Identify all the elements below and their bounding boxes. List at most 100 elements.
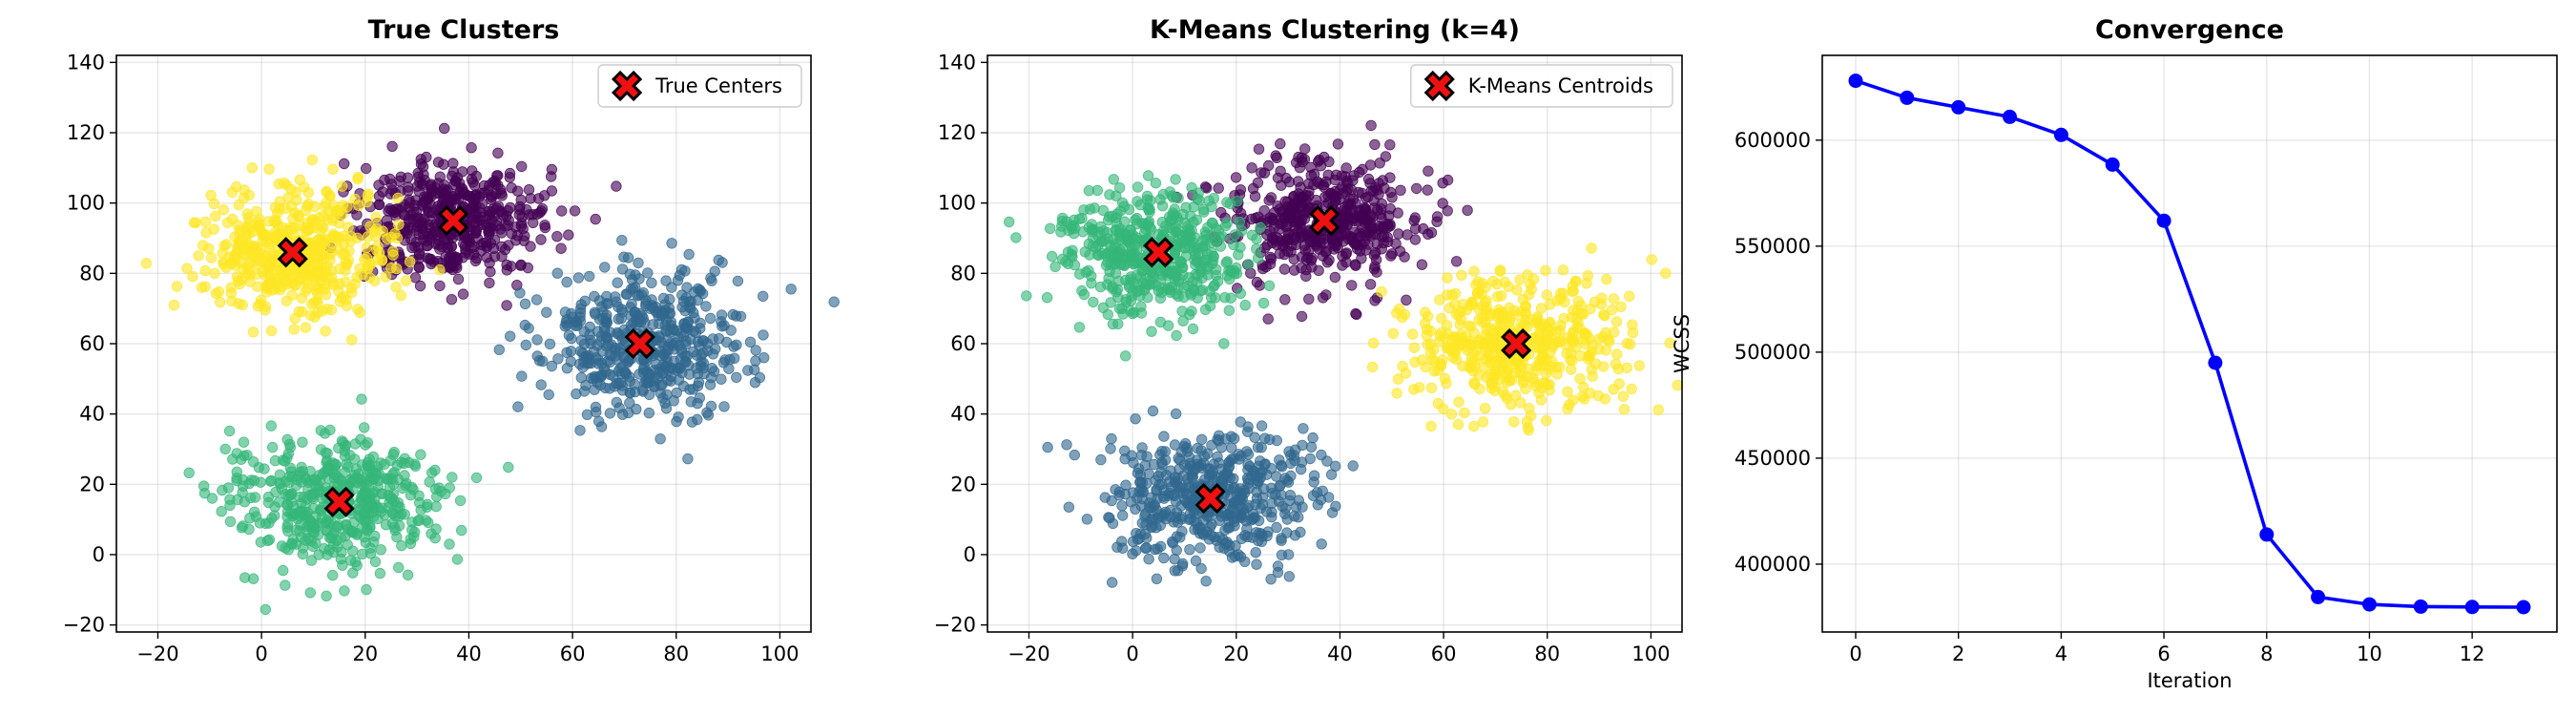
scatter-point [1197, 457, 1210, 470]
plot-frame [1821, 54, 2558, 633]
center-marker [1501, 327, 1532, 360]
wcss-point [2053, 127, 2068, 142]
y-tick-label: −20 [934, 614, 976, 637]
scatter-point [402, 569, 414, 581]
scatter-point [1455, 314, 1467, 326]
scatter-point [606, 349, 617, 362]
scatter-point [344, 450, 356, 461]
scatter-point [297, 436, 308, 448]
scatter-point [1378, 222, 1389, 234]
scatter-point [248, 474, 260, 487]
scatter-point [628, 283, 639, 294]
scatter-point [1173, 453, 1184, 464]
scatter-point [1519, 301, 1531, 312]
scatter-point [431, 491, 443, 502]
scatter-point [758, 352, 770, 364]
scatter-point [1258, 204, 1270, 217]
scatter-point [1235, 242, 1246, 253]
scatter-point [1504, 302, 1515, 314]
scatter-point [1221, 197, 1233, 208]
scatter-point [1542, 379, 1553, 390]
scatter-point [1330, 500, 1341, 513]
y-tick-label: 40 [79, 403, 105, 426]
scatter-point [1340, 257, 1352, 268]
scatter-point [1152, 543, 1164, 555]
scatter-point [188, 217, 200, 228]
scatter-point [654, 433, 666, 445]
scatter-point [1577, 381, 1589, 393]
scatter-point [489, 178, 502, 190]
scatter-point [424, 476, 435, 488]
scatter-point [504, 172, 516, 183]
scatter-point [480, 220, 492, 231]
x-tick-label: 0 [255, 642, 267, 665]
scatter-point [543, 389, 554, 401]
scatter-point [337, 180, 348, 192]
scatter-point [327, 277, 339, 288]
x-tick-label: −20 [136, 642, 178, 665]
scatter-point [1086, 278, 1097, 289]
scatter-point [231, 448, 242, 459]
scatter-point [1044, 222, 1056, 235]
scatter-point [325, 304, 338, 316]
scatter-point [1228, 432, 1240, 445]
scatter-point [1595, 298, 1608, 310]
scatter-point [1170, 174, 1181, 185]
scatter-point [575, 334, 588, 347]
scatter-point [1265, 482, 1278, 495]
center-marker [624, 327, 655, 360]
scatter-point [492, 200, 505, 212]
scatter-point [330, 470, 342, 481]
scatter-point [1587, 370, 1598, 382]
scatter-point [590, 401, 602, 413]
scatter-point [290, 524, 302, 537]
scatter-point [574, 346, 587, 357]
x-tick-label: 12 [2460, 642, 2485, 665]
scatter-point [1106, 577, 1118, 588]
scatter-point [263, 163, 275, 175]
scatter-point [247, 250, 260, 262]
y-tick-label: 60 [79, 332, 105, 355]
scatter-point [1541, 414, 1552, 427]
scatter-point [280, 579, 291, 591]
scatter-point [1112, 291, 1124, 304]
scatter-point [1500, 356, 1511, 369]
scatter-point [522, 262, 534, 274]
scatter-point [537, 355, 549, 368]
y-tick-label: −20 [63, 614, 105, 637]
scatter-point [535, 234, 547, 245]
wcss-point [2413, 599, 2428, 614]
scatter-point [1523, 363, 1535, 375]
scatter-point [416, 217, 427, 228]
y-tick-label: 0 [93, 543, 105, 566]
scatter-point [1242, 421, 1254, 432]
scatter-point [1219, 292, 1231, 304]
scatter-point [310, 284, 322, 296]
scatter-point [210, 287, 222, 300]
scatter-point [255, 294, 267, 306]
scatter-point [541, 306, 552, 318]
scatter-point [1400, 368, 1412, 379]
scatter-point [1208, 531, 1220, 543]
scatter-point [1533, 330, 1546, 342]
scatter-point [434, 280, 446, 292]
scatter-point [680, 335, 692, 347]
scatter-point [261, 535, 274, 547]
scatter-point [1387, 327, 1400, 340]
scatter-point [1298, 240, 1310, 252]
scatter-point [1329, 271, 1341, 284]
scatter-point [1366, 361, 1379, 373]
scatter-point [1598, 309, 1610, 321]
scatter-point [1463, 338, 1474, 349]
scatter-point [1067, 244, 1078, 257]
scatter-point [187, 271, 198, 283]
scatter-point [315, 444, 327, 455]
scatter-point [1041, 292, 1053, 304]
scatter-point [377, 186, 388, 198]
scatter-point [1248, 466, 1260, 477]
scatter-point [732, 275, 744, 287]
scatter-point [1143, 553, 1154, 565]
scatter-point [1171, 226, 1182, 238]
scatter-point [1272, 560, 1284, 572]
scatter-point [589, 384, 600, 395]
